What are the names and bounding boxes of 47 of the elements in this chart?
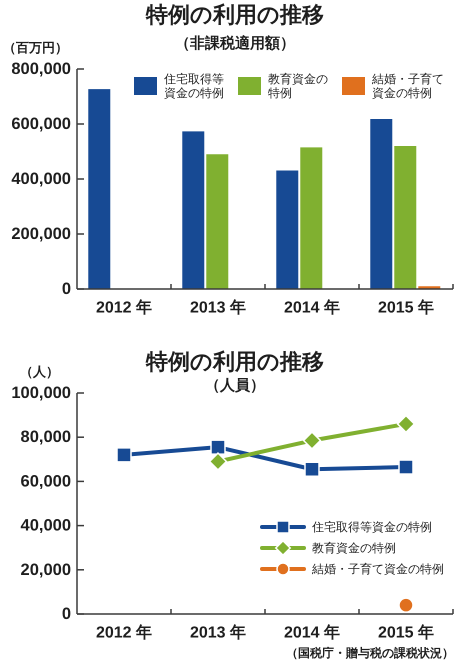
point — [302, 431, 322, 450]
y-tick-label: 200,000 — [11, 225, 71, 243]
point — [116, 447, 132, 463]
bar — [182, 131, 204, 289]
legend-label: 教育資金の特例 — [312, 540, 396, 556]
y-tick-label: 0 — [62, 280, 71, 298]
bar — [88, 89, 110, 289]
y-axis-title: （百万円） — [3, 40, 68, 56]
legend-label: 結婚・子育て資金の特例 — [372, 72, 444, 101]
x-tick-label: 2014 年 — [284, 624, 340, 642]
x-tick-label: 2012 年 — [96, 624, 152, 642]
chart-title: 特例の利用の推移 — [146, 349, 324, 374]
chart-subtitle: （人員） — [205, 377, 265, 394]
x-tick-label: 2015 年 — [378, 298, 434, 316]
bar — [370, 119, 392, 289]
x-tick-label: 2012 年 — [96, 298, 152, 316]
point — [396, 414, 416, 434]
y-tick-label: 20,000 — [20, 560, 71, 579]
x-tick-label: 2014 年 — [284, 298, 340, 316]
x-tick-label: 2015 年 — [378, 624, 434, 642]
point — [398, 459, 414, 475]
y-tick-label: 60,000 — [20, 472, 71, 490]
y-tick-label: 600,000 — [11, 115, 71, 133]
point — [304, 461, 320, 477]
point — [208, 452, 228, 471]
point — [398, 597, 414, 613]
y-tick-label: 80,000 — [20, 428, 71, 446]
legend-label: 結婚・子育て資金の特例 — [312, 562, 444, 576]
legend-label: 住宅取得等資金の特例 — [312, 520, 432, 534]
chart-subtitle: （非課税適用額） — [175, 35, 295, 52]
y-tick-label: 0 — [62, 605, 71, 623]
y-axis-title: （人） — [20, 364, 59, 380]
legend-label: 教育資金の特例 — [268, 72, 328, 101]
text: （国税庁・贈与税の課税状況） — [286, 646, 454, 661]
y-tick-label: 400,000 — [11, 170, 71, 188]
bar — [206, 154, 228, 289]
y-tick-label: 800,000 — [11, 60, 71, 78]
bar — [394, 146, 416, 289]
x-tick-label: 2013 年 — [190, 298, 246, 316]
y-tick-label: 100,000 — [11, 384, 71, 402]
point — [210, 439, 226, 455]
legend-label: 住宅取得等資金の特例 — [164, 72, 224, 101]
bar — [300, 147, 322, 289]
y-tick-label: 40,000 — [20, 516, 71, 535]
bar — [276, 170, 298, 289]
x-tick-label: 2013 年 — [190, 624, 246, 642]
chart-title: 特例の利用の推移 — [144, 2, 325, 28]
